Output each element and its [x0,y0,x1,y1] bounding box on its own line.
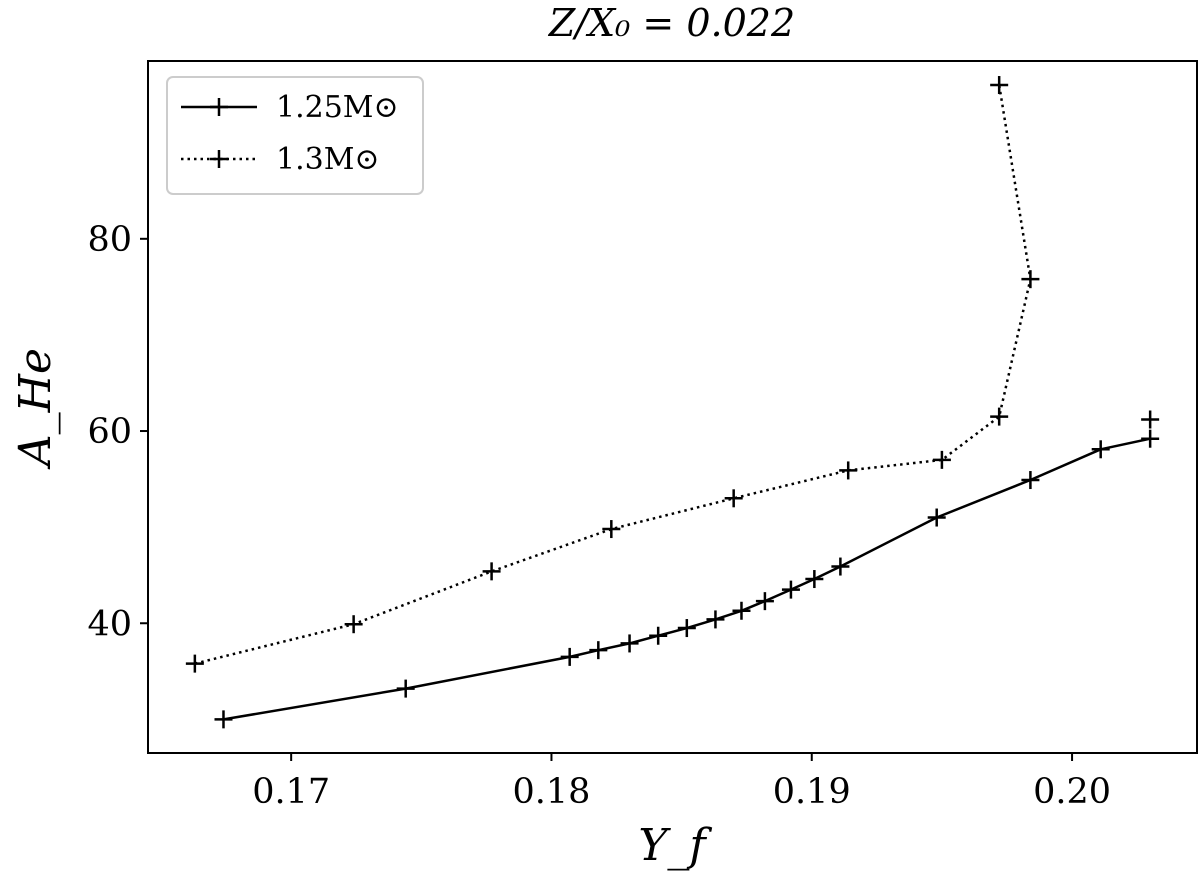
extra-point [1141,410,1160,429]
series-2 [185,76,1040,673]
x-tick-label: 0.20 [1033,772,1111,812]
series-1-point [732,601,751,620]
series-2-point [839,461,858,480]
legend-marker-series-1 [210,98,228,116]
series-2-point [602,520,621,539]
series-1-point [214,710,233,729]
x-tick-label: 0.18 [512,772,590,812]
series-1-point [755,592,774,611]
legend-label-series-1: 1.25M⊙ [276,90,399,125]
series-2-point [344,615,363,634]
series-2-point [932,450,951,469]
series-2-point [482,562,501,581]
series-1-point [927,508,946,527]
series-1-line [223,437,1151,721]
series-2-point [1021,270,1040,289]
series-2-point [724,489,743,508]
x-tick-label: 0.17 [252,772,330,812]
y-tick-label: 80 [87,220,132,260]
series-1-point [781,580,800,599]
x-axis-label: Y_f [638,820,712,871]
legend-label-series-2: 1.3M⊙ [276,142,380,177]
series-2-point [185,654,204,673]
axis-ticks: 0.17 0.18 0.19 0.20 40 60 80 [87,220,1111,812]
series-1-point [706,610,725,629]
series-1-point [396,679,415,698]
plot-frame [147,60,1198,754]
series-2-line [194,84,1032,665]
series-2-point [990,76,1009,95]
y-tick-label: 60 [87,412,132,452]
chart-title: Z/X₀ = 0.022 [548,1,795,45]
series-1-point [1141,429,1160,448]
series-1 [214,429,1160,729]
series-1-point [831,557,850,576]
x-tick-label: 0.19 [773,772,851,812]
y-axis-label: A_He [10,348,61,470]
legend-marker-series-2 [210,150,228,168]
y-tick-label: 40 [87,604,132,644]
series-1-point [805,570,824,589]
series-1-point [1091,440,1110,459]
series-2-point [990,407,1009,426]
legend: 1.25M⊙ 1.3M⊙ [166,76,424,195]
series-1-point [649,626,668,645]
series-1-point [677,619,696,638]
series-1-point [560,647,579,666]
series-layer [185,76,1160,729]
series-1-point [1021,471,1040,490]
series-1-point [620,634,639,653]
series-1-point [589,641,608,660]
